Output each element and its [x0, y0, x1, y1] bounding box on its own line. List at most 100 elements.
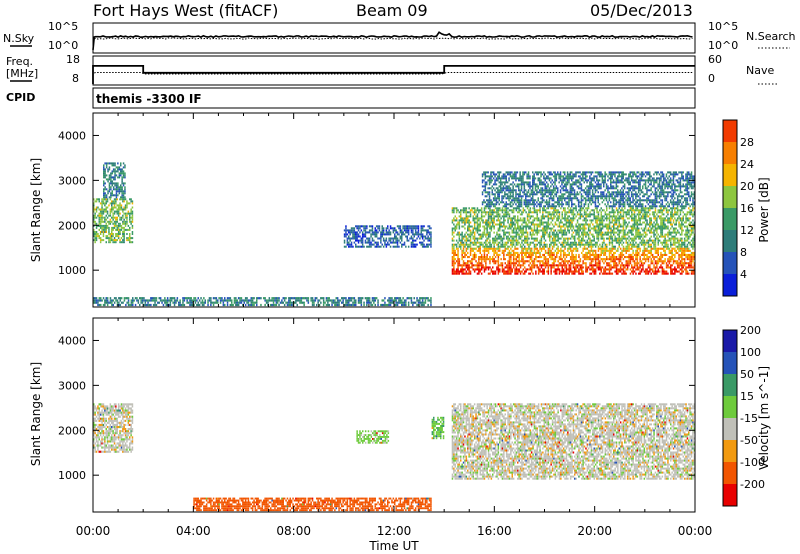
heatmap-cell	[578, 233, 580, 236]
heatmap-cell	[518, 205, 520, 208]
heatmap-cell	[625, 264, 627, 267]
heatmap-cell	[599, 266, 601, 269]
heatmap-cell	[489, 221, 491, 224]
heatmap-cell	[115, 182, 118, 185]
heatmap-cell	[547, 221, 550, 224]
heatmap-cell	[112, 228, 114, 231]
heatmap-cell	[599, 229, 601, 232]
heatmap-cell	[510, 264, 512, 267]
heatmap-cell	[451, 262, 454, 265]
heatmap-cell	[665, 227, 668, 230]
heatmap-cell	[472, 247, 474, 250]
heatmap-cell	[614, 247, 616, 250]
heatmap-cell	[592, 235, 594, 238]
heatmap-cell	[644, 235, 647, 238]
heatmap-cell	[526, 247, 529, 250]
heatmap-cell	[693, 235, 696, 238]
heatmap-cell	[550, 249, 552, 252]
heatmap-cell	[498, 173, 500, 176]
heatmap-cell	[601, 215, 604, 218]
heatmap-cell	[556, 217, 558, 220]
heatmap-cell	[505, 253, 508, 256]
heatmap-cell	[511, 231, 513, 234]
heatmap-cell	[519, 264, 522, 267]
heatmap-cell	[670, 245, 672, 248]
heatmap-cell	[530, 266, 533, 269]
heatmap-cell	[512, 266, 515, 269]
heatmap-cell	[564, 189, 566, 192]
heatmap-cell	[587, 256, 590, 259]
heatmap-cell	[476, 213, 479, 216]
heatmap-cell	[610, 227, 612, 230]
heatmap-cell	[608, 258, 611, 261]
heatmap-cell	[654, 266, 657, 269]
heatmap-cell	[461, 256, 463, 259]
heatmap-cell	[499, 225, 501, 228]
heatmap-cell	[615, 272, 618, 275]
heatmap-cell	[617, 227, 619, 230]
heatmap-cell	[600, 215, 602, 218]
heatmap-cell	[453, 245, 455, 248]
heatmap-cell	[515, 266, 518, 269]
heatmap-cell	[560, 207, 562, 210]
heatmap-cell	[529, 233, 532, 236]
heatmap-cell	[119, 212, 121, 215]
heatmap-cell	[540, 181, 542, 184]
heatmap-cell	[585, 270, 587, 273]
heatmap-cell	[519, 195, 521, 198]
heatmap-cell	[120, 198, 123, 201]
heatmap-cell	[457, 233, 459, 236]
heatmap-cell	[686, 243, 689, 246]
heatmap-cell	[492, 247, 494, 250]
heatmap-cell	[633, 223, 636, 226]
heatmap-cell	[471, 233, 473, 236]
heatmap-cell	[567, 215, 569, 218]
heatmap-cell	[464, 211, 466, 214]
heatmap-cell	[600, 229, 602, 232]
heatmap-cell	[601, 225, 604, 228]
heatmap-cell	[98, 235, 100, 238]
heatmap-cell	[489, 247, 491, 250]
heatmap-cell	[494, 199, 496, 202]
heatmap-cell	[679, 262, 682, 265]
heatmap-cell	[535, 239, 537, 242]
heatmap-cell	[626, 237, 629, 240]
heatmap-cell	[526, 243, 529, 246]
heatmap-cell	[625, 213, 627, 216]
heatmap-cell	[678, 256, 680, 259]
heatmap-cell	[545, 195, 548, 198]
heatmap-cell	[550, 235, 552, 238]
heatmap-cell	[454, 251, 456, 254]
heatmap-cell	[507, 245, 509, 248]
heatmap-cell	[646, 233, 648, 236]
heatmap-cell	[451, 233, 454, 236]
heatmap-cell	[122, 241, 124, 244]
heatmap-cell	[575, 253, 577, 256]
heatmap-cell	[451, 243, 454, 246]
heatmap-cell	[642, 207, 644, 210]
heatmap-cell	[651, 231, 654, 234]
heatmap-cell	[496, 260, 498, 263]
heatmap-cell	[518, 193, 520, 196]
heatmap-cell	[571, 223, 573, 226]
heatmap-cell	[530, 185, 533, 188]
heatmap-cell	[478, 249, 480, 252]
heatmap-cell	[121, 190, 123, 193]
heatmap-cell	[625, 215, 627, 218]
heatmap-cell	[517, 272, 519, 275]
heatmap-cell	[488, 201, 491, 204]
heatmap-cell	[608, 227, 611, 230]
heatmap-cell	[636, 223, 639, 226]
heatmap-cell	[486, 195, 488, 198]
heatmap-cell	[130, 208, 132, 211]
heatmap-cell	[538, 189, 541, 192]
heatmap-cell	[521, 245, 523, 248]
heatmap-cell	[113, 200, 116, 203]
heatmap-cell	[471, 262, 473, 265]
heatmap-cell	[564, 177, 566, 180]
heatmap-cell	[549, 253, 551, 256]
heatmap-cell	[586, 253, 589, 256]
heatmap-cell	[120, 186, 122, 189]
heatmap-cell	[461, 270, 463, 273]
heatmap-cell	[520, 189, 523, 192]
